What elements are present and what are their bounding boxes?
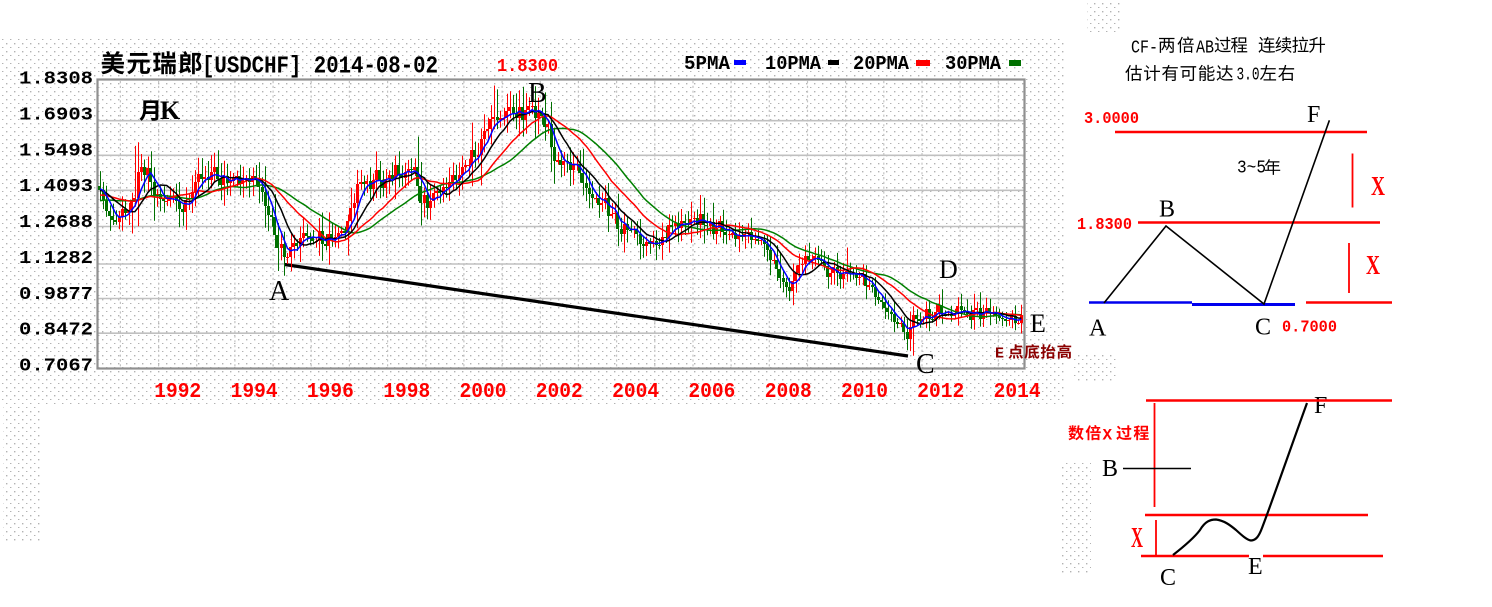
svg-text:1.5498: 1.5498 (19, 140, 93, 161)
svg-text:3.0: 3.0 (1237, 66, 1260, 86)
svg-text:B: B (528, 78, 547, 109)
svg-text:AB: AB (1196, 39, 1214, 59)
svg-text:X: X (1103, 427, 1113, 445)
svg-text:20PMA: 20PMA (853, 53, 909, 75)
svg-text:2012: 2012 (917, 380, 964, 404)
svg-text:X: X (1131, 523, 1143, 554)
svg-text:X: X (1366, 250, 1380, 280)
svg-text:1.6903: 1.6903 (19, 104, 93, 125)
svg-text:E: E (1030, 309, 1046, 338)
svg-text:CF-: CF- (1131, 39, 1158, 59)
svg-text:X: X (1371, 171, 1385, 201)
svg-text:2008: 2008 (765, 380, 812, 404)
svg-text:1996: 1996 (307, 380, 354, 404)
svg-text:1.4093: 1.4093 (19, 176, 93, 197)
svg-text:2014: 2014 (994, 380, 1041, 404)
svg-text:1994: 1994 (231, 380, 278, 404)
svg-text:D: D (939, 255, 958, 284)
svg-text:0.8472: 0.8472 (19, 320, 93, 341)
svg-text:[USDCHF] 2014-08-02: [USDCHF] 2014-08-02 (202, 54, 438, 81)
svg-text:E: E (995, 346, 1004, 363)
svg-text:1992: 1992 (154, 380, 201, 404)
svg-text:E: E (1248, 554, 1263, 580)
svg-text:2000: 2000 (460, 380, 507, 404)
svg-text:C: C (1160, 565, 1176, 591)
svg-text:2004: 2004 (612, 380, 659, 404)
svg-text:30PMA: 30PMA (945, 53, 1001, 75)
svg-text:1998: 1998 (383, 380, 430, 404)
svg-text:K: K (160, 96, 181, 125)
svg-text:2006: 2006 (688, 380, 735, 404)
svg-text:10PMA: 10PMA (765, 53, 821, 75)
svg-text:F: F (1307, 102, 1320, 128)
svg-text:B: B (1159, 197, 1175, 223)
svg-text:0.7067: 0.7067 (19, 356, 93, 377)
svg-text:A: A (1089, 316, 1107, 342)
svg-text:1.8300: 1.8300 (497, 57, 558, 77)
svg-text:A: A (269, 276, 290, 307)
svg-text:2002: 2002 (536, 380, 583, 404)
svg-text:1.2688: 1.2688 (19, 212, 93, 233)
svg-text:1.8308: 1.8308 (19, 69, 93, 90)
svg-text:0.7000: 0.7000 (1282, 319, 1337, 338)
svg-text:B: B (1102, 456, 1118, 482)
svg-text:3.0000: 3.0000 (1084, 110, 1139, 129)
svg-text:C: C (916, 349, 935, 380)
svg-text:2010: 2010 (841, 380, 888, 404)
svg-text:F: F (1314, 393, 1327, 419)
svg-text:5PMA: 5PMA (684, 53, 730, 75)
svg-text:1.1282: 1.1282 (19, 248, 93, 269)
svg-text:0.9877: 0.9877 (19, 284, 93, 305)
svg-text:1.8300: 1.8300 (1077, 216, 1132, 235)
svg-text:3~5: 3~5 (1237, 159, 1266, 179)
svg-text:C: C (1255, 315, 1271, 341)
